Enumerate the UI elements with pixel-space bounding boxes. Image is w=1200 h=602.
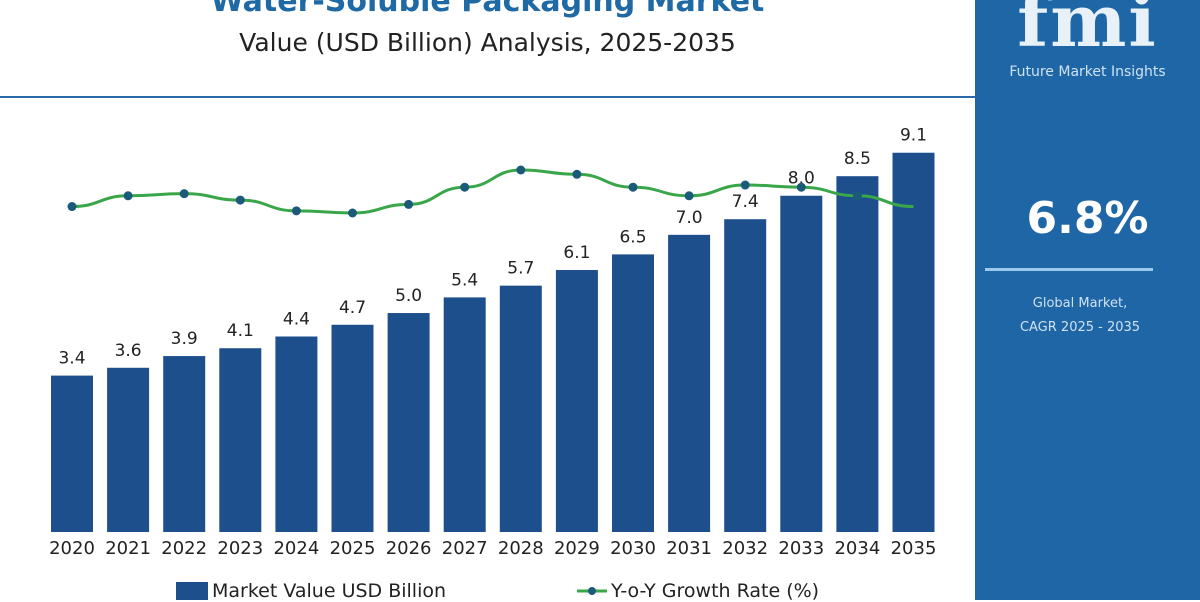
bar-2026 — [387, 313, 430, 532]
x-tick-label-2022: 2022 — [161, 538, 207, 559]
legend-line-label: Y-o-Y Growth Rate (%) — [611, 580, 820, 602]
growth-point-2031 — [684, 191, 694, 201]
bar-2035 — [892, 152, 935, 533]
growth-point-2023 — [235, 195, 245, 205]
bar-2030 — [612, 254, 654, 532]
bar-2025 — [331, 324, 374, 532]
bar-value-label-2031: 7.0 — [676, 208, 703, 228]
chart-title: Water-Soluble Packaging Market — [210, 0, 765, 19]
x-tick-label-2034: 2034 — [834, 538, 880, 559]
legend-bar: Market Value USD Billion — [176, 580, 446, 602]
x-tick-label-2021: 2021 — [105, 538, 151, 559]
x-tick-label-2026: 2026 — [386, 538, 432, 559]
x-tick-label-2025: 2025 — [330, 538, 376, 559]
bar-value-label-2035: 9.1 — [900, 126, 927, 146]
growth-point-2034 — [852, 191, 862, 201]
cagr-label-line2: CAGR 2025 - 2035 — [1019, 320, 1141, 335]
bar-2033 — [780, 195, 823, 533]
x-tick-label-2023: 2023 — [217, 538, 263, 559]
growth-point-2027 — [460, 182, 470, 192]
bar-value-label-2022: 3.9 — [171, 329, 198, 349]
bar-value-label-2027: 5.4 — [451, 270, 478, 290]
bar-value-label-2029: 6.1 — [563, 243, 590, 263]
growth-point-2025 — [348, 208, 357, 218]
bar-2024 — [275, 336, 318, 532]
growth-point-2029 — [572, 169, 582, 179]
bar-value-label-2030: 6.5 — [619, 227, 646, 247]
growth-point-2033 — [796, 182, 806, 192]
cagr-label-line1: Global Market, — [1032, 296, 1128, 311]
growth-line — [71, 168, 914, 215]
bar-2031 — [668, 234, 711, 532]
bar-2021 — [107, 367, 150, 532]
x-tick-label-2024: 2024 — [273, 538, 319, 559]
title-divider — [0, 96, 975, 98]
growth-point-2020 — [67, 202, 77, 212]
cagr-value: 6.8% — [1026, 193, 1149, 244]
bar-value-label-2033: 8.0 — [788, 169, 815, 189]
x-tick-label-2033: 2033 — [778, 538, 824, 559]
bar-value-label-2034: 8.5 — [844, 149, 871, 169]
x-tick-label-2029: 2029 — [554, 538, 600, 559]
bar-value-label-2032: 7.4 — [732, 192, 759, 212]
bar-value-label-2020: 3.4 — [58, 349, 85, 369]
growth-point-2032 — [740, 180, 750, 190]
legend-line: Y-o-Y Growth Rate (%) — [577, 580, 819, 602]
bar-2034 — [836, 176, 879, 532]
bar-value-label-2025: 4.7 — [339, 298, 366, 318]
bar-2032 — [724, 219, 767, 532]
legend-line-swatch — [577, 587, 607, 595]
legend-bar-swatch — [176, 582, 208, 600]
growth-point-2026 — [404, 199, 414, 209]
bar-2028 — [499, 285, 542, 532]
x-tick-label-2027: 2027 — [442, 538, 488, 559]
bar-value-label-2024: 4.4 — [283, 310, 310, 330]
x-tick-label-2030: 2030 — [610, 538, 656, 559]
growth-point-2022 — [179, 189, 189, 199]
growth-point-2021 — [123, 191, 133, 201]
x-tick-label-2035: 2035 — [891, 538, 937, 559]
bar-value-label-2028: 5.7 — [507, 259, 534, 279]
x-tick-label-2032: 2032 — [722, 538, 768, 559]
growth-point-2028 — [516, 165, 526, 175]
summary-panel: fmi Future Market Insights 6.8% Global M… — [975, 0, 1200, 600]
brand-name: Future Market Insights — [1009, 64, 1166, 80]
bar-value-label-2021: 3.6 — [115, 341, 142, 361]
growth-point-2030 — [628, 182, 638, 192]
bar-2020 — [51, 375, 93, 532]
cagr-divider — [985, 268, 1153, 271]
bar-value-label-2023: 4.1 — [227, 321, 254, 341]
bar-2029 — [555, 270, 598, 532]
chart-plot: 3.4 2020 3.6 2021 3.9 2022 4.1 2023 4.4 2024 4.7 20… — [49, 126, 937, 559]
chart-subtitle: Value (USD Billion) Analysis, 2025-2035 — [239, 28, 736, 57]
fmi-logo: fmi — [1017, 0, 1158, 63]
bar-value-label-2026: 5.0 — [395, 286, 422, 306]
x-tick-label-2020: 2020 — [49, 538, 95, 559]
bar-2022 — [163, 356, 206, 532]
x-tick-label-2028: 2028 — [498, 538, 544, 559]
legend-bar-label: Market Value USD Billion — [212, 580, 447, 602]
bar-2027 — [443, 297, 486, 532]
growth-point-2024 — [291, 206, 301, 216]
cagr-label: Global Market, CAGR 2025 - 2035 — [975, 292, 1185, 340]
x-tick-label-2031: 2031 — [666, 538, 712, 559]
bar-2023 — [219, 348, 262, 532]
